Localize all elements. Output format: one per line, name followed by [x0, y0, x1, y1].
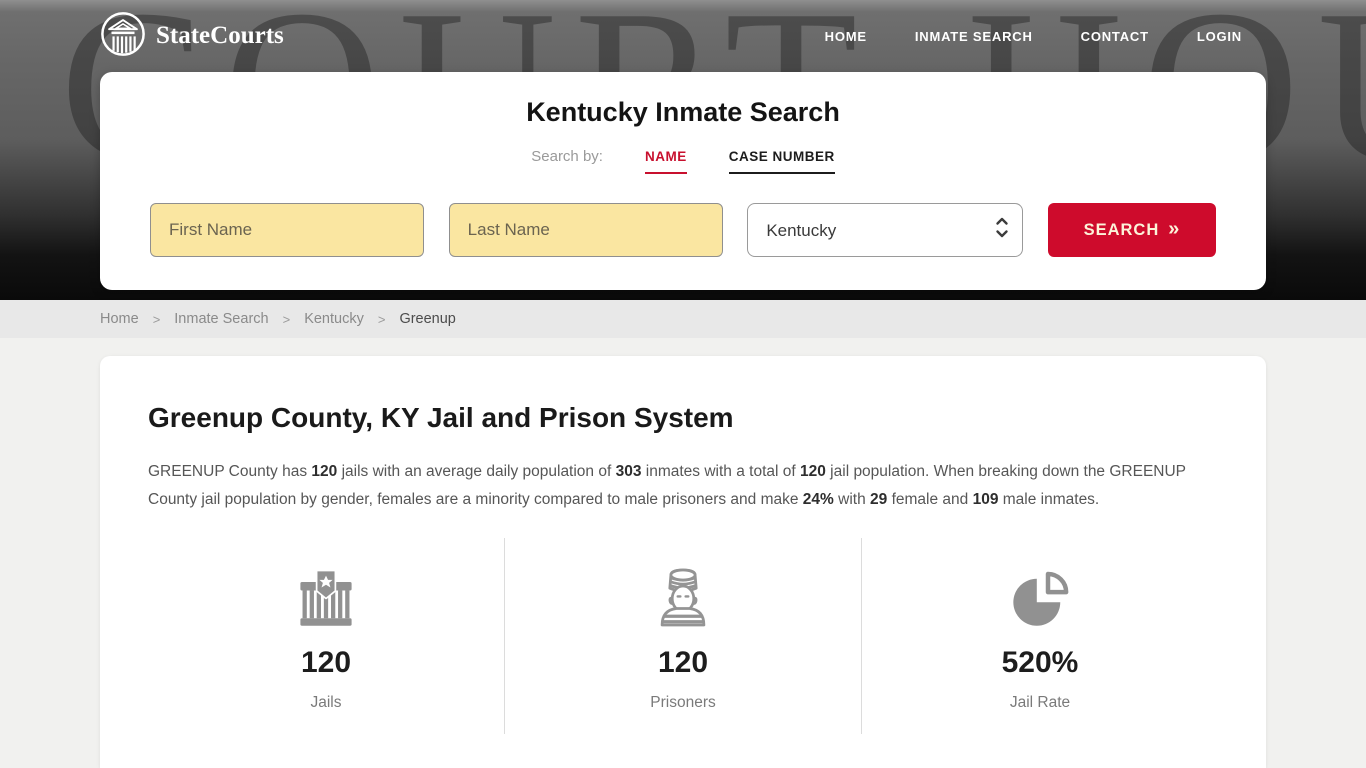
last-name-input[interactable]	[448, 203, 723, 257]
county-summary-text: GREENUP County has 120 jails with an ave…	[148, 463, 1186, 508]
prisoner-icon	[505, 552, 861, 630]
brand-logo[interactable]: StateCourts	[100, 11, 284, 62]
breadcrumb-separator-icon: >	[377, 311, 386, 327]
brand-name: StateCourts	[156, 22, 284, 49]
county-stats: 120 Jails 120	[148, 538, 1218, 734]
breadcrumb-greenup: Greenup	[399, 311, 456, 327]
stat-prisoners-value: 120	[657, 646, 709, 679]
breadcrumb-home[interactable]: Home	[100, 311, 139, 327]
breadcrumb-inmate-search[interactable]: Inmate Search	[174, 311, 269, 327]
breadcrumb-kentucky[interactable]: Kentucky	[304, 311, 364, 327]
stat-jail-rate: 520% Jail Rate	[861, 538, 1218, 734]
breadcrumb-separator-icon: >	[152, 311, 161, 327]
state-select-wrap: Kentucky	[747, 203, 1024, 257]
nav-home[interactable]: HOME	[824, 28, 867, 44]
search-form: Kentucky SEARCH »	[150, 203, 1216, 257]
search-by-tabs: Search by: NAME CASE NUMBER	[100, 148, 1266, 174]
nav-contact[interactable]: CONTACT	[1080, 28, 1149, 44]
breadcrumb: Home > Inmate Search > Kentucky > Greenu…	[0, 300, 1366, 338]
pie-chart-icon	[862, 552, 1218, 630]
state-select[interactable]: Kentucky	[747, 203, 1024, 257]
stat-jail-rate-label: Jail Rate	[1009, 694, 1071, 711]
first-name-input[interactable]	[150, 203, 424, 257]
nav-links: HOME INMATE SEARCH CONTACT LOGIN	[825, 29, 1266, 44]
stat-prisoners-label: Prisoners	[650, 694, 716, 711]
top-navigation: StateCourts HOME INMATE SEARCH CONTACT L…	[0, 0, 1366, 72]
search-by-label: Search by:	[531, 148, 603, 165]
county-info-card: Greenup County, KY Jail and Prison Syste…	[100, 356, 1266, 768]
tab-name[interactable]: NAME	[644, 149, 687, 174]
page-title: Greenup County, KY Jail and Prison Syste…	[148, 402, 734, 433]
stat-prisoners: 120 Prisoners	[504, 538, 861, 734]
search-button-label: SEARCH	[1083, 220, 1160, 239]
jail-building-icon	[148, 552, 504, 630]
search-button[interactable]: SEARCH »	[1047, 203, 1216, 257]
stat-jails-label: Jails	[310, 694, 342, 711]
stat-jails-value: 120	[300, 646, 352, 679]
courthouse-logo-icon	[100, 11, 146, 62]
nav-inmate-search[interactable]: INMATE SEARCH	[914, 28, 1033, 44]
inmate-search-panel: Kentucky Inmate Search Search by: NAME C…	[100, 72, 1266, 290]
breadcrumb-separator-icon: >	[282, 311, 291, 327]
search-panel-title: Kentucky Inmate Search	[526, 97, 840, 127]
stat-jail-rate-value: 520%	[1001, 646, 1079, 679]
nav-login[interactable]: LOGIN	[1196, 28, 1242, 44]
double-chevron-icon: »	[1168, 218, 1181, 240]
tab-case-number[interactable]: CASE NUMBER	[728, 149, 835, 174]
stat-jails: 120 Jails	[148, 538, 504, 734]
